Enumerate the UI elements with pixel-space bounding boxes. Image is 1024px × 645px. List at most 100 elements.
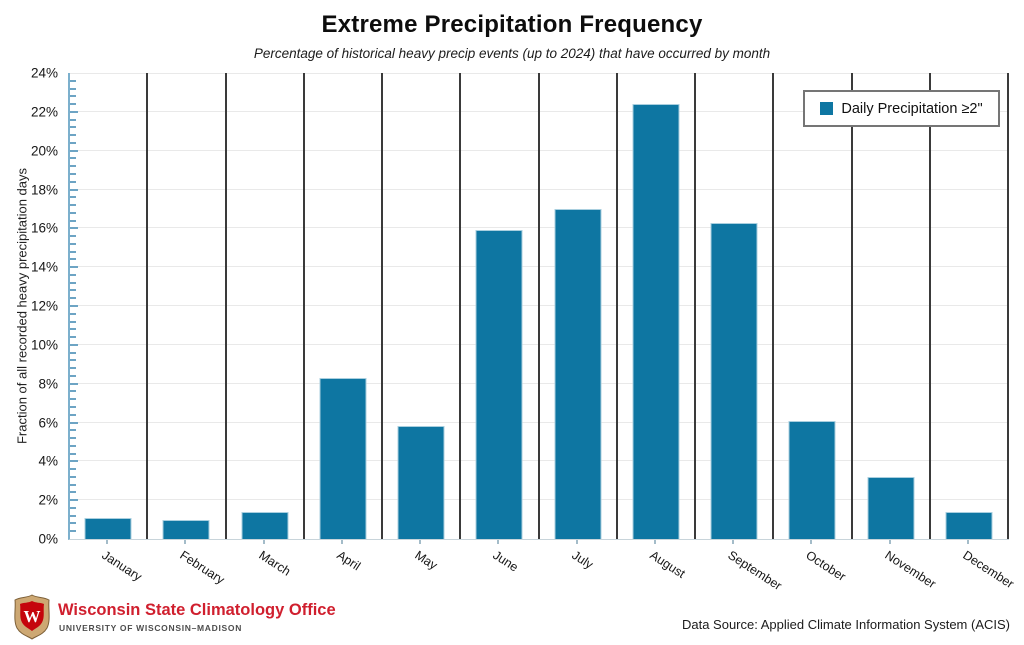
y-axis-minor-tick: [70, 79, 76, 82]
bar-december: [945, 511, 993, 539]
legend-swatch-icon: [820, 102, 834, 115]
bar-october: [788, 420, 836, 539]
x-axis-tick: [419, 540, 422, 544]
y-axis-minor-tick: [70, 506, 76, 509]
bar-august: [632, 104, 680, 539]
x-axis-label-december: December: [960, 548, 1017, 592]
y-axis-minor-tick: [70, 468, 76, 471]
month-band-may: [383, 73, 462, 539]
gridline-4%: [70, 460, 1009, 462]
y-axis-minor-tick: [70, 452, 76, 455]
y-axis-minor-tick: [70, 382, 78, 385]
x-axis-label-june: June: [490, 548, 522, 575]
x-axis-label-march: March: [256, 548, 293, 579]
y-axis-minor-tick: [70, 180, 76, 183]
x-axis-tick: [810, 540, 813, 544]
y-axis-minor-tick: [70, 235, 76, 238]
x-axis-label-january: January: [99, 548, 145, 584]
y-axis-minor-tick: [70, 398, 76, 401]
y-axis-minor-tick: [70, 351, 76, 354]
y-axis-minor-tick: [70, 312, 76, 315]
gridline-12%: [70, 305, 1009, 306]
month-band-december: [931, 73, 1009, 539]
gridline-18%: [70, 188, 1009, 190]
y-axis-minor-tick: [70, 204, 76, 207]
x-axis-tick: [888, 540, 891, 544]
y-axis-minor-tick: [70, 483, 76, 486]
month-band-november: [853, 73, 931, 539]
y-axis-minor-tick: [70, 110, 78, 113]
bar-april: [319, 377, 367, 539]
gridline-22%: [70, 110, 1009, 112]
y-axis-minor-tick: [70, 328, 76, 331]
y-axis-minor-tick: [70, 242, 76, 245]
y-axis-minor-tick: [70, 281, 76, 284]
chart-subtitle: Percentage of historical heavy precip ev…: [253, 46, 771, 61]
bar-march: [241, 511, 289, 539]
y-axis-minor-tick: [70, 421, 78, 424]
y-axis-tick-labels: 0% 2% 4% 6% 8% 10% 12% 14% 16% 18% 20% 22% 24%: [0, 66, 58, 547]
y-axis-minor-tick: [70, 305, 78, 307]
y-axis-minor-tick: [70, 514, 76, 517]
y-axis-tick-label-10%: 10%: [30, 337, 58, 353]
y-axis-minor-tick: [70, 405, 76, 408]
y-axis-minor-tick: [70, 437, 76, 440]
y-axis-minor-tick: [70, 460, 78, 463]
gridline-6%: [70, 421, 1009, 423]
chart-title: Extreme Precipitation Frequency: [321, 11, 703, 38]
y-axis-minor-tick: [70, 87, 76, 90]
y-axis-tick-label-8%: 8%: [38, 376, 58, 392]
x-axis-label-august: August: [647, 548, 688, 581]
y-axis-minor-tick: [70, 219, 76, 222]
gridline-10%: [70, 343, 1009, 345]
y-axis-minor-tick: [70, 157, 76, 160]
x-axis-tick: [575, 540, 578, 544]
y-axis-minor-tick: [70, 343, 78, 346]
y-axis-minor-tick: [70, 374, 76, 377]
x-axis-tick: [966, 540, 969, 544]
y-axis-minor-tick: [70, 95, 76, 98]
bar-june: [475, 230, 523, 539]
x-axis-tick: [106, 540, 109, 544]
legend: Daily Precipitation ≥2": [803, 90, 1000, 127]
bar-november: [867, 476, 915, 539]
y-axis-minor-tick: [70, 475, 76, 478]
y-axis-tick-label-6%: 6%: [38, 415, 58, 430]
y-axis-minor-tick: [70, 367, 76, 370]
y-axis-tick-label-20%: 20%: [30, 143, 58, 159]
x-axis-label-may: May: [412, 548, 440, 573]
month-band-october: [774, 73, 853, 539]
x-axis-tick: [653, 540, 656, 544]
legend-label: Daily Precipitation ≥2": [841, 100, 983, 117]
month-band-august: [618, 73, 696, 539]
x-axis-tick: [262, 540, 265, 544]
gridline-14%: [70, 266, 1009, 268]
y-axis-minor-tick: [70, 320, 76, 323]
y-axis-minor-tick: [70, 126, 76, 129]
x-axis-label-april: April: [334, 548, 363, 574]
y-axis-minor-tick: [70, 530, 76, 533]
y-axis-tick-label-22%: 22%: [30, 104, 58, 120]
x-axis-tick: [732, 540, 735, 544]
y-axis-minor-tick: [70, 273, 76, 276]
y-axis-minor-tick: [70, 211, 76, 214]
y-axis-minor-tick: [70, 149, 78, 152]
y-axis-minor-tick: [70, 250, 76, 253]
y-axis-minor-tick: [70, 444, 76, 447]
bar-july: [554, 208, 602, 539]
y-axis-minor-tick: [70, 429, 76, 432]
month-band-june: [461, 73, 540, 539]
y-axis-minor-tick: [70, 227, 78, 230]
y-axis-minor-tick: [70, 289, 76, 292]
y-axis-minor-tick: [70, 266, 78, 269]
month-band-january: [70, 73, 149, 539]
y-axis-minor-tick: [70, 172, 76, 175]
y-axis-tick-label-18%: 18%: [30, 182, 58, 197]
month-band-february: [148, 73, 227, 539]
uw-crest-logo: W: [14, 594, 50, 640]
bar-september: [710, 222, 758, 539]
month-band-september: [696, 73, 775, 539]
y-axis-tick-label-2%: 2%: [38, 492, 58, 508]
gridline-8%: [70, 382, 1009, 384]
